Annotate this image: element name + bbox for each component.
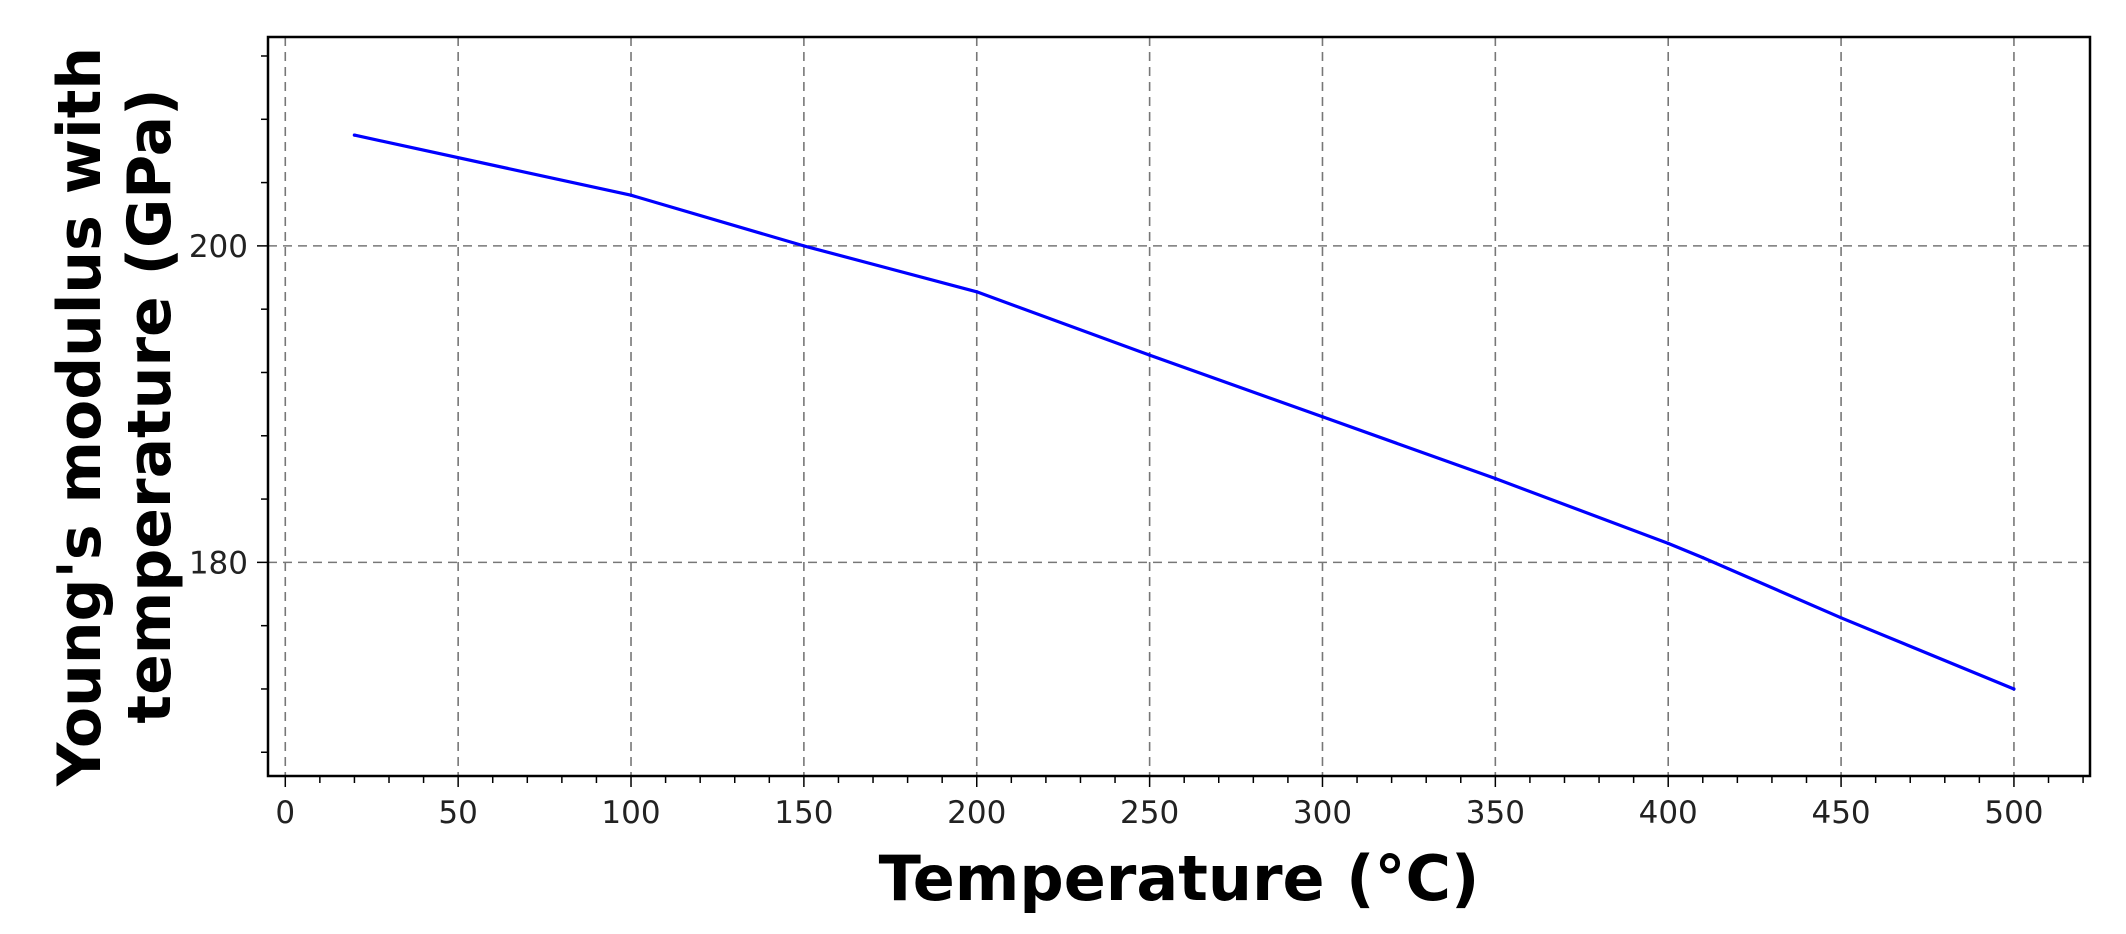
data-point xyxy=(1666,541,1670,545)
y-tick-labels: 180 200 xyxy=(189,229,248,581)
x-tick-label: 200 xyxy=(947,795,1006,831)
data-point xyxy=(1148,353,1152,357)
data-point xyxy=(1320,415,1325,419)
x-tick-label: 50 xyxy=(438,795,477,831)
plot-background xyxy=(268,37,2090,776)
x-tick-label: 300 xyxy=(1293,795,1352,831)
tick-marks xyxy=(257,55,2084,787)
data-point xyxy=(629,193,633,197)
series-layer xyxy=(352,133,2016,691)
x-tick-label: 350 xyxy=(1466,795,1525,831)
x-tick-label: 0 xyxy=(275,795,295,831)
x-tick-label: 500 xyxy=(1984,795,2043,831)
data-point xyxy=(1839,616,1843,620)
x-tick-labels: 0 50 100 150 200 250 300 350 400 450 500 xyxy=(275,795,2043,831)
x-tick-label: 100 xyxy=(601,795,660,831)
grid-lines xyxy=(268,37,2090,776)
x-axis-title: Temperature (°C) xyxy=(879,842,1480,915)
data-point xyxy=(975,290,979,294)
y-tick-label: 180 xyxy=(189,545,248,581)
x-tick-label: 250 xyxy=(1120,795,1179,831)
y-axis-title-group: Young's modulus with temperature (GPa) xyxy=(45,26,185,787)
data-point xyxy=(802,244,806,248)
y-axis-title: Young's modulus with temperature (GPa) xyxy=(45,26,185,787)
y-axis-title-line-2: temperature (GPa) xyxy=(115,88,185,723)
data-point xyxy=(1493,476,1497,481)
y-tick-label: 200 xyxy=(189,229,248,265)
data-point xyxy=(2012,687,2016,691)
x-tick-label: 150 xyxy=(774,795,833,831)
x-tick-label: 450 xyxy=(1811,795,1870,831)
data-point xyxy=(352,133,357,137)
data-point xyxy=(1701,556,1705,560)
plot-frame xyxy=(266,35,2092,778)
x-tick-label: 400 xyxy=(1639,795,1698,831)
y-axis-title-line-1: Young's modulus with xyxy=(45,47,115,787)
